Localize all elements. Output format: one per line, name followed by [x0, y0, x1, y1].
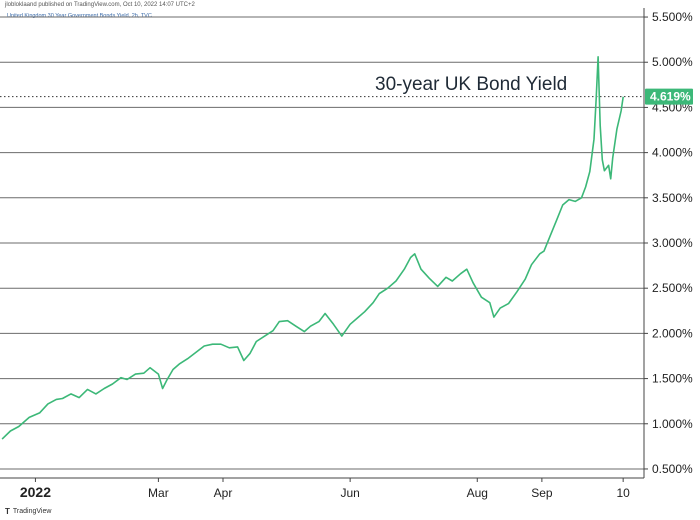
last-price-badge-bg: [645, 88, 693, 105]
x-tick-label: 2022: [20, 484, 51, 500]
y-tick-label: 5.500%: [652, 10, 693, 24]
x-tick-label: Sep: [531, 486, 553, 500]
x-tick-label: Aug: [467, 486, 488, 500]
y-tick-label: 2.500%: [652, 281, 693, 295]
tradingview-logo: T TradingView: [5, 507, 51, 516]
yield-series-line: [1, 55, 624, 440]
y-tick-label: 4.000%: [652, 146, 693, 160]
symbol-description: United Kingdom 30 Year Government Bonds …: [7, 13, 152, 19]
y-axis-ticks: 0.500% 1.000% 1.500% 2.000% 2.500% 3.000% 3.50…: [644, 10, 693, 476]
last-price-label: 4.619%: [650, 90, 691, 104]
x-axis-ticks: 2022 Mar Apr Jun Aug Sep 10: [20, 478, 630, 500]
x-tick-label: Jun: [340, 486, 359, 500]
last-price-badge: 4.619%: [645, 88, 693, 105]
tradingview-brand-label: TradingView: [12, 508, 52, 515]
y-tick-label: 2.000%: [652, 326, 693, 340]
tradingview-logo-icon: T: [5, 507, 10, 516]
y-tick-label: 5.000%: [652, 55, 693, 69]
y-tick-label: 1.000%: [652, 417, 693, 431]
grid-lines: [0, 16, 644, 470]
publisher-header: jlobloklaand published on TradingView.co…: [5, 2, 195, 8]
x-tick-label: 10: [616, 486, 630, 500]
x-tick-label: Apr: [214, 486, 233, 500]
chart-title: 30-year UK Bond Yield: [375, 74, 567, 95]
y-tick-label: 3.500%: [652, 191, 693, 205]
x-tick-label: Mar: [148, 486, 169, 500]
y-tick-label: 3.000%: [652, 236, 693, 250]
y-tick-label: 1.500%: [652, 372, 693, 386]
y-tick-label: 0.500%: [652, 462, 693, 476]
